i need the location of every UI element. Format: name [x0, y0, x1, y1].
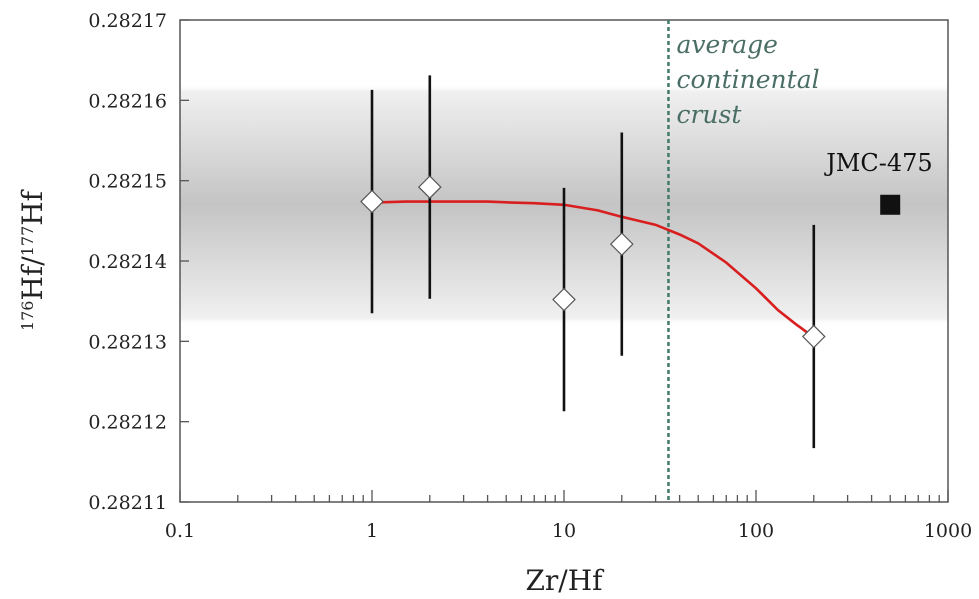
y-axis-title: 176Hf/177Hf [16, 188, 49, 331]
x-tick-label: 1000 [924, 520, 972, 542]
mixing-curve [379, 200, 815, 339]
y-tick-label: 0.28214 [88, 251, 167, 273]
reference-point [880, 194, 901, 215]
x-tick-label: 1 [366, 520, 378, 542]
x-tick-label: 10 [552, 520, 576, 542]
reference-label: JMC-475 [823, 149, 932, 177]
continental-crust-label: continental [676, 65, 819, 94]
x-tick-label: 100 [738, 520, 774, 542]
y-tick-label: 0.28216 [88, 90, 167, 112]
continental-crust-label: average [676, 30, 777, 59]
y-tick-label: 0.28217 [88, 10, 167, 32]
data-point [552, 287, 576, 312]
data-point [609, 232, 634, 256]
y-tick-label: 0.28212 [88, 412, 167, 434]
data-point [417, 175, 442, 199]
data-point [801, 324, 826, 349]
data-point [360, 189, 384, 214]
y-tick-label: 0.28215 [88, 171, 167, 193]
x-tick-label: 0.1 [165, 520, 195, 542]
x-axis-title: Zr/Hf [525, 564, 605, 597]
y-tick-label: 0.28211 [88, 492, 167, 514]
y-tick-label: 0.28213 [88, 331, 167, 353]
continental-crust-label: crust [676, 100, 742, 129]
